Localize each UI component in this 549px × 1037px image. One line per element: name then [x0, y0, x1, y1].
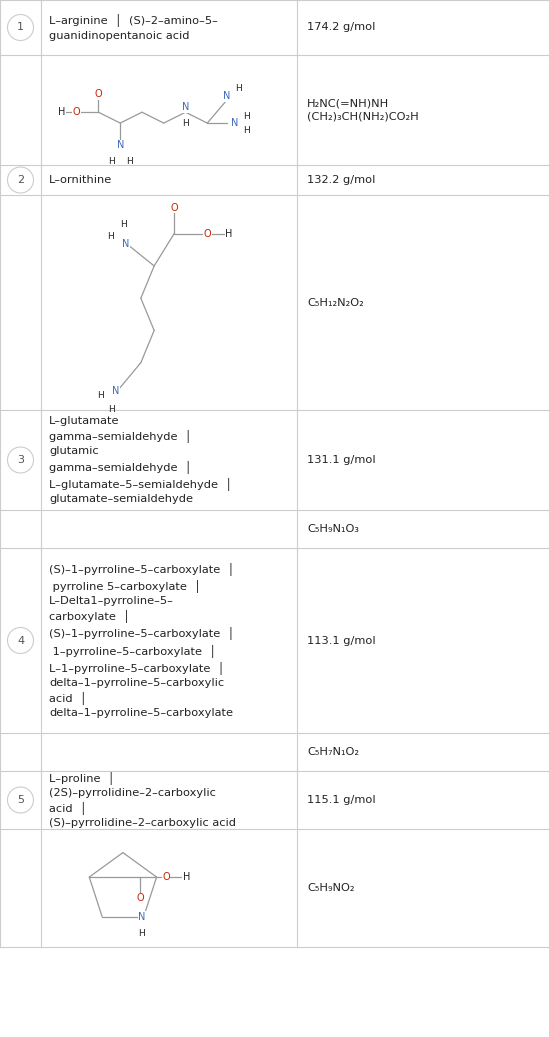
Text: H: H — [107, 232, 114, 241]
Text: O: O — [73, 107, 81, 117]
Text: H: H — [97, 391, 104, 400]
Circle shape — [8, 15, 33, 40]
Text: H: H — [243, 112, 250, 120]
Text: H: H — [108, 404, 115, 414]
Text: C₅H₁₂N₂O₂: C₅H₁₂N₂O₂ — [307, 298, 364, 308]
Text: C₅H₉NO₂: C₅H₉NO₂ — [307, 882, 355, 893]
Text: O: O — [204, 229, 211, 239]
Text: H₂NC(=NH)NH
(CH₂)₃CH(NH₂)CO₂H: H₂NC(=NH)NH (CH₂)₃CH(NH₂)CO₂H — [307, 99, 419, 121]
Text: O: O — [170, 203, 178, 213]
Text: 3: 3 — [17, 455, 24, 465]
Circle shape — [8, 627, 33, 653]
Text: O: O — [163, 872, 170, 882]
Text: 4: 4 — [17, 636, 24, 645]
Text: O: O — [94, 89, 102, 100]
Text: N: N — [231, 118, 238, 129]
Text: H: H — [120, 221, 127, 229]
Text: H: H — [108, 158, 115, 166]
Text: 174.2 g/mol: 174.2 g/mol — [307, 23, 376, 32]
Text: N: N — [182, 103, 189, 112]
Circle shape — [8, 787, 33, 813]
Text: 115.1 g/mol: 115.1 g/mol — [307, 795, 376, 805]
Text: H: H — [225, 229, 233, 239]
Text: H: H — [235, 84, 242, 92]
Text: L–ornithine: L–ornithine — [49, 175, 112, 185]
Text: L–glutamate
gamma–semialdehyde  │
glutamic
gamma–semialdehyde  │
L–glutamate–5–s: L–glutamate gamma–semialdehyde │ glutami… — [49, 416, 232, 504]
Text: N: N — [223, 91, 231, 101]
Text: L–proline  │
(2S)–pyrrolidine–2–carboxylic
acid  │
(S)–pyrrolidine–2–carboxylic : L–proline │ (2S)–pyrrolidine–2–carboxyli… — [49, 772, 236, 829]
Text: (S)–1–pyrroline–5–carboxylate  │
 pyrroline 5–carboxylate  │
L–Delta1–pyrroline–: (S)–1–pyrroline–5–carboxylate │ pyrrolin… — [49, 563, 234, 718]
Text: 131.1 g/mol: 131.1 g/mol — [307, 455, 376, 465]
Text: N: N — [116, 140, 124, 150]
Text: H: H — [182, 119, 189, 129]
Text: H: H — [58, 107, 65, 117]
Text: H: H — [138, 929, 145, 937]
Text: 113.1 g/mol: 113.1 g/mol — [307, 636, 376, 645]
Circle shape — [8, 167, 33, 193]
Text: 1: 1 — [17, 23, 24, 32]
Text: O: O — [137, 893, 144, 903]
Text: 5: 5 — [17, 795, 24, 805]
Text: N: N — [112, 386, 119, 396]
Text: C₅H₇N₁O₂: C₅H₇N₁O₂ — [307, 747, 359, 757]
Text: 132.2 g/mol: 132.2 g/mol — [307, 175, 376, 185]
Text: C₅H₉N₁O₃: C₅H₉N₁O₃ — [307, 524, 359, 534]
Text: H: H — [183, 872, 190, 882]
Text: N: N — [138, 912, 145, 922]
Text: H: H — [126, 158, 133, 166]
Text: N: N — [122, 240, 129, 250]
Circle shape — [8, 447, 33, 473]
Text: 2: 2 — [17, 175, 24, 185]
Text: H: H — [243, 125, 250, 135]
Text: L–arginine  │  (S)–2–amino–5–
guanidinopentanoic acid: L–arginine │ (S)–2–amino–5– guanidinopen… — [49, 15, 218, 40]
